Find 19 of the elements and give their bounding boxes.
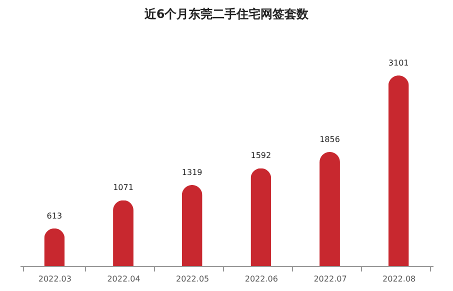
bar	[388, 76, 409, 266]
chart-title: 近6个月东莞二手住宅网签套数	[143, 7, 310, 21]
bar	[250, 168, 272, 266]
bar	[113, 200, 134, 266]
bar	[44, 228, 65, 266]
x-tick-label: 2022.08	[382, 274, 416, 284]
data-label: 1592	[250, 151, 272, 160]
x-tick-label: 2022.05	[176, 274, 210, 284]
data-label: 1856	[320, 134, 340, 144]
x-tick-label: 2022.03	[38, 274, 72, 284]
x-tick-label: 2022.07	[314, 274, 347, 284]
data-label: 613	[46, 211, 62, 220]
x-tick-label: 2022.04	[107, 274, 140, 284]
bar	[182, 184, 202, 266]
data-label: 1319	[182, 168, 202, 177]
data-label: 3101	[388, 58, 409, 68]
data-label: 1071	[113, 183, 134, 192]
bar	[320, 152, 340, 266]
x-tick-label: 2022.06	[244, 274, 278, 284]
